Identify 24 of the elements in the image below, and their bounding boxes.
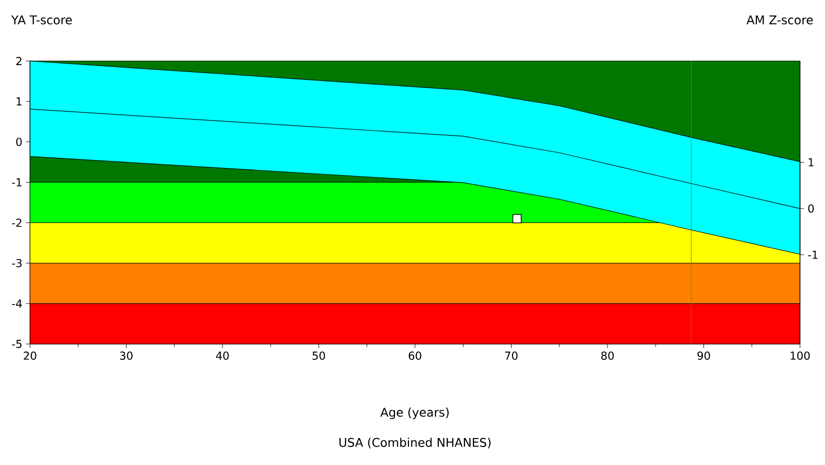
x-tick-label: 40 <box>216 352 229 360</box>
y-tick-label: -2 <box>12 218 22 227</box>
x-tick-label: 20 <box>24 352 36 360</box>
y-axis-title: YA T-score <box>11 16 72 24</box>
x-tick-label: 50 <box>312 352 326 360</box>
y-tick-label: -5 <box>12 340 22 348</box>
y2-tick-label: -1 <box>808 250 818 259</box>
y2-axis-title: AM Z-score <box>746 15 813 24</box>
y-tick-label: 1 <box>16 97 22 106</box>
y-tick-label: 0 <box>16 138 22 146</box>
x-tick-label: 90 <box>697 352 710 360</box>
text: USA (Combined NHANES) <box>339 438 491 448</box>
x-tick-label: 60 <box>408 352 422 360</box>
x-axis-title: Age (years) <box>380 408 449 420</box>
y-tick-label: -1 <box>12 178 22 186</box>
y-tick-label: -3 <box>12 258 22 268</box>
y-tick-label: -4 <box>12 300 22 308</box>
x-tick-label: 70 <box>505 352 518 360</box>
y2-tick-label: 1 <box>808 158 814 166</box>
x-tick-label: 30 <box>120 352 133 360</box>
x-tick-label: 80 <box>601 352 614 360</box>
y2-tick-label: 0 <box>808 204 814 213</box>
y-tick-label: 2 <box>16 56 22 66</box>
x-tick-label: 100 <box>790 352 810 360</box>
